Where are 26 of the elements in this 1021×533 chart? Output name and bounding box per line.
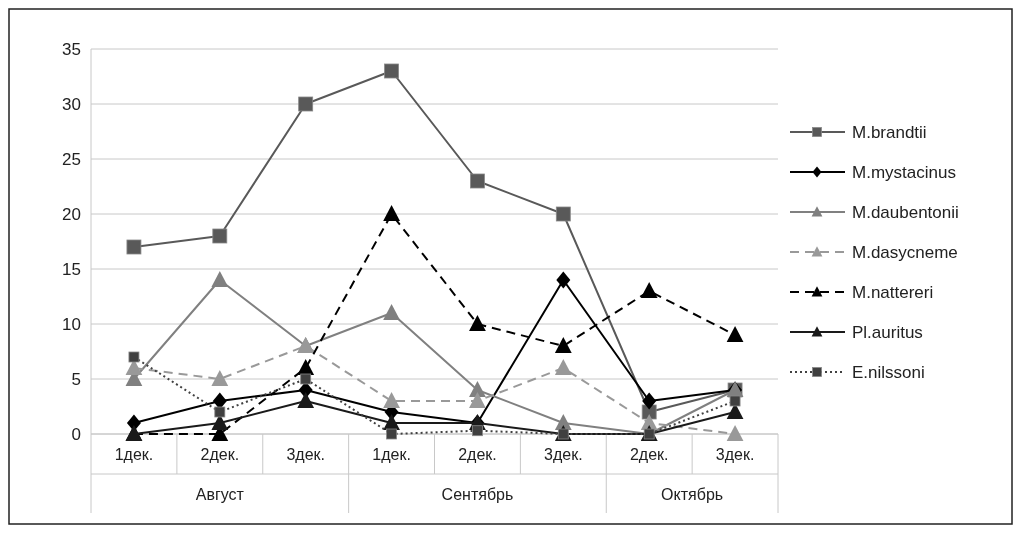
x-tick-label: 2дек. xyxy=(458,445,497,463)
y-tick-label: 15 xyxy=(62,259,81,279)
x-tick-label: 3дек. xyxy=(715,445,755,463)
legend-label: E.nilssoni xyxy=(852,362,925,382)
legend-label: M.brandtii xyxy=(852,122,927,142)
y-tick-label: 10 xyxy=(62,314,81,334)
x-tick-label: 1дек. xyxy=(114,445,154,463)
x-tick-label: 2дек. xyxy=(200,445,240,463)
legend-label: M.nattereri xyxy=(852,282,934,302)
y-tick-label: 25 xyxy=(62,149,81,169)
y-tick-label: 35 xyxy=(62,39,81,59)
x-tick-label: 2дек. xyxy=(629,445,669,463)
legend-label: Pl.auritus xyxy=(852,322,923,342)
legend-label: M.mystacinus xyxy=(852,162,956,182)
y-tick-label: 20 xyxy=(62,204,81,224)
legend-label: M.daubentonii xyxy=(852,202,959,222)
text: Август xyxy=(195,485,245,503)
y-tick-label: 5 xyxy=(71,369,81,389)
text: Октябрь xyxy=(661,485,724,503)
x-tick-label: 3дек. xyxy=(544,445,583,463)
legend-label: M.dasycneme xyxy=(852,242,958,262)
text: Сентябрь xyxy=(441,485,514,503)
y-tick-label: 30 xyxy=(62,94,81,114)
x-tick-label: 1дек. xyxy=(372,445,411,463)
y-tick-label: 0 xyxy=(71,424,81,444)
x-tick-label: 3дек. xyxy=(286,445,325,463)
